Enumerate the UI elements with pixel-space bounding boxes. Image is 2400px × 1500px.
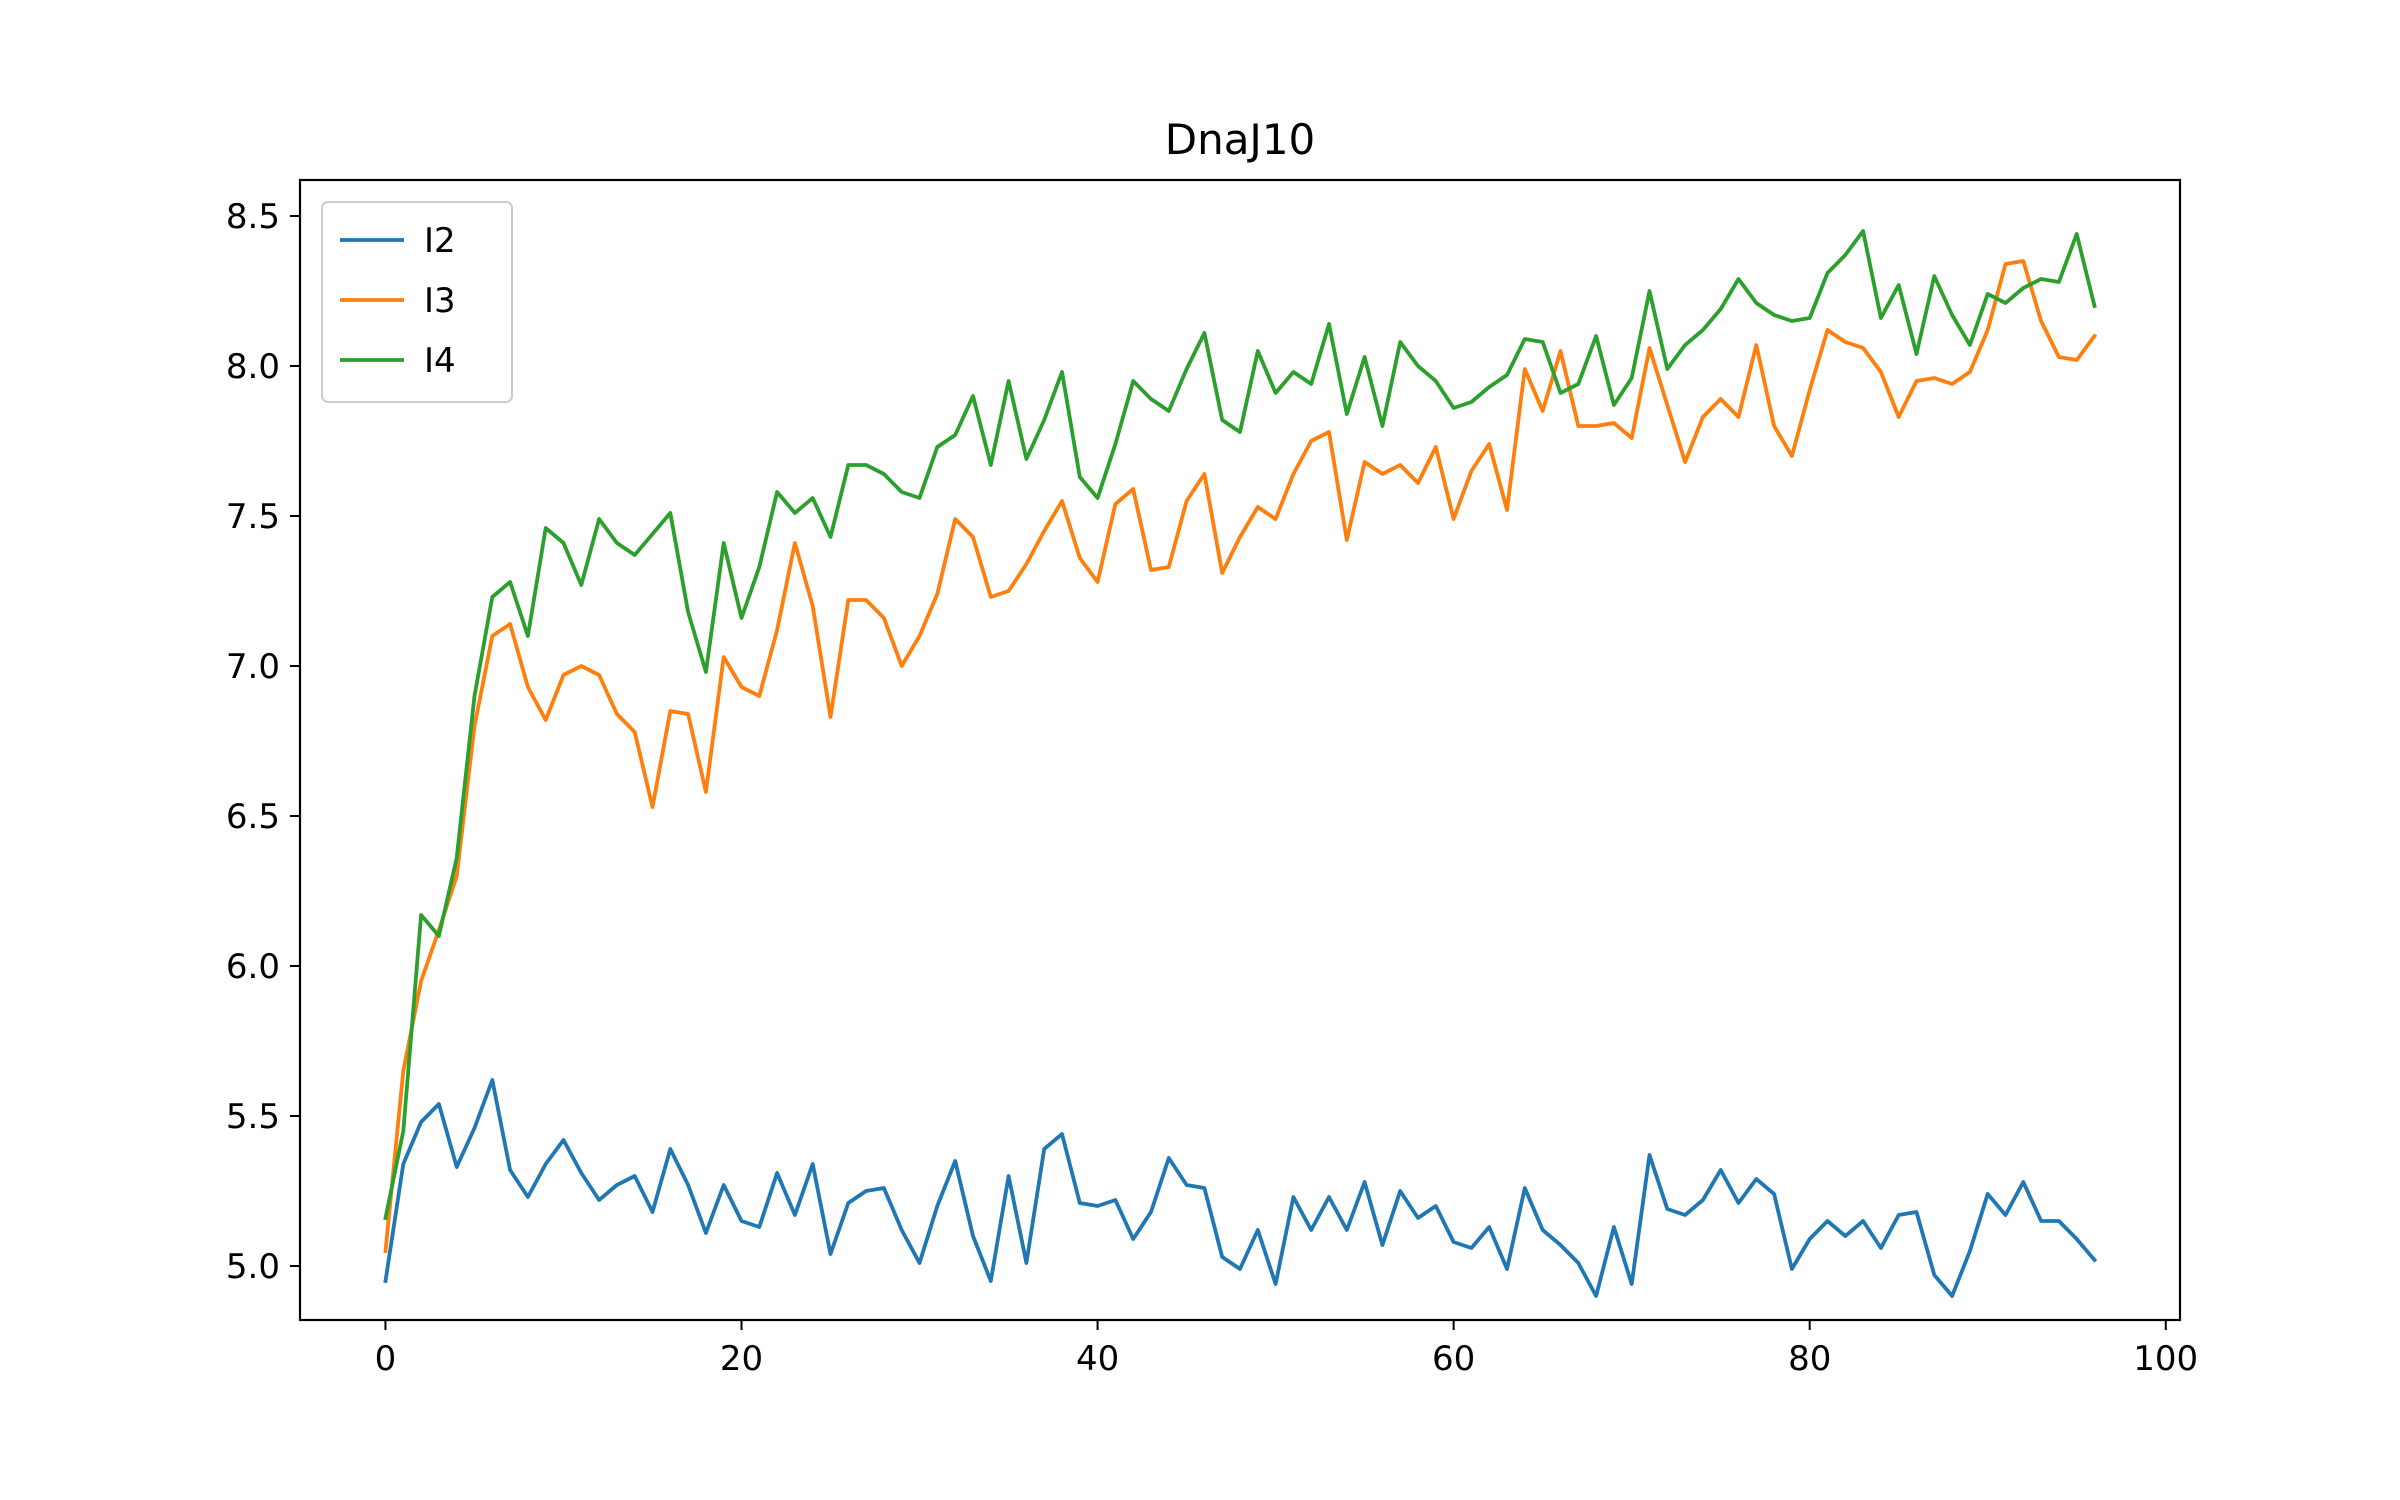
legend-label-i3: I3: [424, 281, 456, 321]
y-tick-label: 5.0: [226, 1247, 280, 1287]
x-tick-label: 40: [1076, 1339, 1119, 1379]
y-tick-label: 7.0: [226, 647, 280, 687]
y-tick-label: 8.0: [226, 347, 280, 387]
chart-title: DnaJ10: [1165, 115, 1316, 164]
y-tick-label: 6.5: [226, 797, 280, 837]
x-tick-label: 0: [375, 1339, 397, 1379]
y-tick-label: 5.5: [226, 1097, 280, 1137]
series-line-i2: [383, 1078, 2098, 1298]
series-line-i4: [383, 229, 2097, 1221]
legend: I2 I3 I4: [321, 201, 513, 403]
legend-label-i4: I4: [424, 341, 456, 381]
x-tick-label: 100: [2133, 1339, 2198, 1379]
x-tick-label: 20: [720, 1339, 763, 1379]
y-tick-label: 7.5: [226, 497, 280, 537]
x-axis: 0 20 40 60 80 100: [375, 1320, 2198, 1379]
y-axis: 5.0 5.5 6.0 6.5 7.0 7.5 8.0 8.5: [226, 197, 300, 1287]
x-tick-label: 60: [1432, 1339, 1475, 1379]
y-tick-label: 6.0: [226, 947, 280, 987]
legend-box: [321, 201, 513, 403]
series-line-i3: [383, 259, 2098, 1254]
plot-frame: [298, 178, 2182, 1322]
legend-label-i2: I2: [424, 221, 456, 261]
x-tick-label: 80: [1788, 1339, 1831, 1379]
y-tick-label: 8.5: [226, 197, 280, 237]
plot-lines: [383, 229, 2098, 1298]
